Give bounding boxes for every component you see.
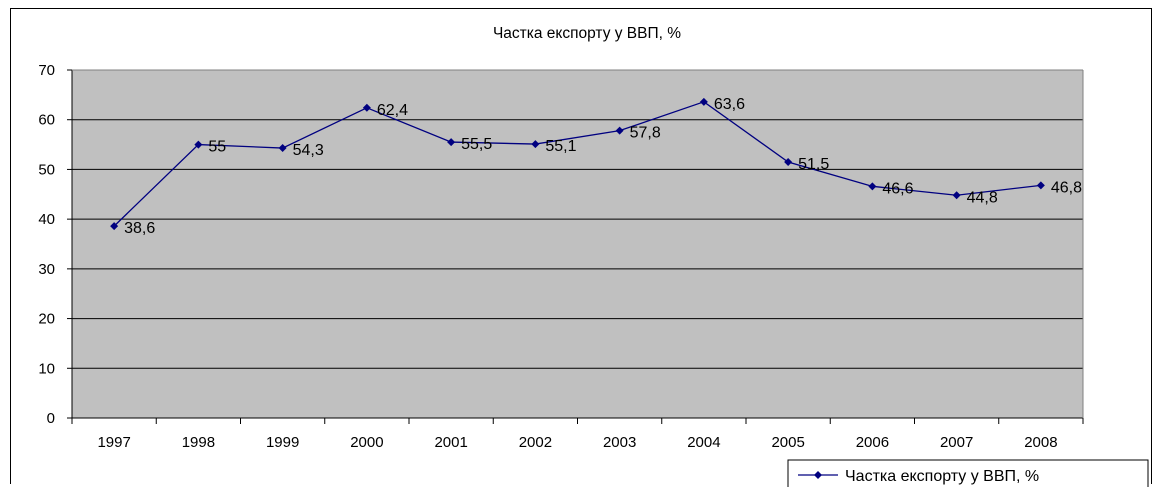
y-axis-ticks: 0 10 20 30 40 50 60 70 <box>38 62 72 427</box>
chart-title: Частка експорту у ВВП, % <box>493 25 681 42</box>
legend-label: Частка експорту у ВВП, % <box>845 468 1039 485</box>
y-tick-label: 10 <box>38 360 55 377</box>
data-point-marker <box>952 191 961 200</box>
x-tick-label: 2001 <box>434 434 467 451</box>
data-label: 54,3 <box>293 142 324 159</box>
data-point-marker <box>278 144 287 153</box>
gridlines <box>72 69 1083 369</box>
y-tick-label: 0 <box>47 410 55 427</box>
y-tick-label: 30 <box>38 261 55 278</box>
x-axis-ticks: 1997 1998 1999 2000 2001 2002 2003 2004 2005 2006… <box>71 418 1084 451</box>
data-label: 46,8 <box>1051 179 1082 196</box>
x-tick-label: 2003 <box>603 434 636 451</box>
data-label: 57,8 <box>630 125 661 142</box>
data-label: 62,4 <box>377 102 408 119</box>
data-point-marker <box>615 126 624 135</box>
data-label: 55 <box>208 139 226 156</box>
chart-frame <box>10 8 1152 484</box>
plot-area <box>72 70 1083 418</box>
x-tick-label: 1999 <box>266 434 299 451</box>
data-point-marker <box>784 157 793 166</box>
legend: Частка експорту у ВВП, % <box>787 459 1149 487</box>
data-label: 44,8 <box>967 189 998 206</box>
data-point-marker <box>1036 181 1045 190</box>
x-tick-label: 2007 <box>940 434 973 451</box>
data-point-marker <box>362 103 371 112</box>
legend-box <box>787 459 1149 487</box>
y-tick-label: 20 <box>38 311 55 328</box>
x-tick-label: 1998 <box>182 434 215 451</box>
x-tick-label: 2000 <box>350 434 383 451</box>
y-tick-label: 70 <box>38 62 55 79</box>
data-label: 55,1 <box>545 138 576 155</box>
y-tick-label: 40 <box>38 211 55 228</box>
series-group: 38,6 55 54,3 62,4 55,5 55,1 57,8 63,6 51,5 46,6 44… <box>110 96 1082 237</box>
data-point-marker <box>699 97 708 106</box>
x-tick-label: 2005 <box>771 434 804 451</box>
y-tick-label: 50 <box>38 161 55 178</box>
x-tick-label: 2006 <box>856 434 889 451</box>
data-point-marker <box>531 140 540 149</box>
data-label: 46,6 <box>882 180 913 197</box>
data-point-marker <box>868 182 877 191</box>
data-label: 63,6 <box>714 96 745 113</box>
data-label: 38,6 <box>124 220 155 237</box>
data-label: 51,5 <box>798 156 829 173</box>
x-tick-label: 1997 <box>97 434 130 451</box>
legend-marker-icon <box>814 471 822 479</box>
x-tick-label: 2002 <box>519 434 552 451</box>
x-tick-label: 2008 <box>1024 434 1057 451</box>
series-line <box>113 101 1041 227</box>
x-tick-label: 2004 <box>687 434 720 451</box>
data-point-marker <box>194 140 203 149</box>
y-tick-label: 60 <box>38 112 55 129</box>
data-point-marker <box>447 138 456 147</box>
data-point-marker <box>110 222 119 231</box>
data-label: 55,5 <box>461 136 492 153</box>
